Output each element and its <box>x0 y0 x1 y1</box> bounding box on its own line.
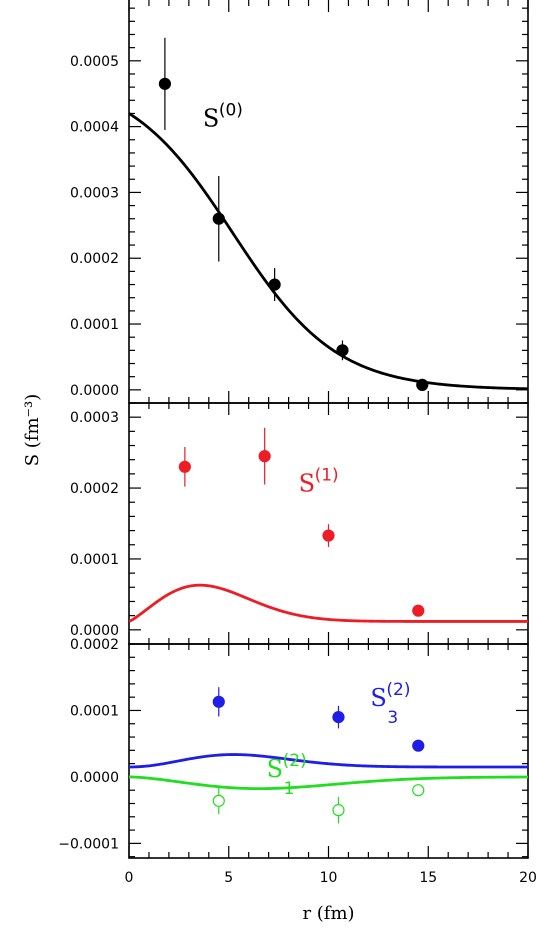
svg-text:(1): (1) <box>315 466 339 486</box>
svg-text:(0): (0) <box>219 101 243 121</box>
y-tick-label: 0.0003 <box>70 185 119 201</box>
y-tick-label: 0.0002 <box>70 481 119 497</box>
y-tick-label: 0.0002 <box>70 251 119 267</box>
fit-curve <box>129 583 528 623</box>
panel-middle: 0.0000 0.0001 0.0002 0.0003 S (1) <box>70 402 529 645</box>
data-point <box>212 212 225 225</box>
svg-text:(2): (2) <box>386 680 410 700</box>
y-tick-label: 0.0005 <box>70 54 119 70</box>
svg-text:1: 1 <box>284 779 295 799</box>
panel-frame <box>128 0 529 404</box>
data-point <box>412 604 425 617</box>
data-point <box>336 344 349 357</box>
x-tick-label: 20 <box>519 870 537 886</box>
data-point <box>178 460 191 473</box>
y-tick-label: 0.0001 <box>70 703 119 719</box>
y-tick-label: 0.0000 <box>70 623 119 639</box>
data-point <box>412 739 425 752</box>
data-point <box>212 794 225 807</box>
y-tick-label: 0.0000 <box>70 383 119 399</box>
x-axis-title: r (fm) <box>302 903 354 924</box>
svg-text:(2): (2) <box>283 751 307 771</box>
y-tick-label: 0.0001 <box>70 552 119 568</box>
data-point <box>416 378 429 392</box>
data-point <box>322 529 335 542</box>
series-label: S (2) 3 <box>370 680 410 728</box>
svg-text:S: S <box>370 684 386 712</box>
data-point <box>212 695 225 708</box>
y-tick-label: 0.0004 <box>70 120 119 136</box>
panel-frame <box>128 643 529 859</box>
data-point <box>412 784 425 797</box>
series-S(0): S (0) <box>129 37 528 392</box>
panel-top: 0.0000 0.0001 0.0002 0.0003 0.0004 0.0005 S (0) <box>70 0 529 404</box>
series-label: S (1) <box>299 466 339 498</box>
series-label: S (0) <box>203 101 243 133</box>
svg-text:S: S <box>267 755 283 783</box>
y-tick-label: 0.0003 <box>70 410 119 426</box>
x-tick-label: 5 <box>224 870 233 886</box>
y-axis-title: S (fm⁻³) <box>22 394 43 467</box>
y-tick-label: 0.0001 <box>70 317 119 333</box>
y-tick-label: 0.0002 <box>70 637 119 653</box>
data-point <box>332 711 345 724</box>
data-point <box>332 804 345 817</box>
svg-text:3: 3 <box>387 708 398 728</box>
svg-text:S: S <box>203 105 219 133</box>
series-S3(2): S (2)3 <box>129 680 528 769</box>
x-tick-label: 15 <box>419 870 437 886</box>
data-point <box>268 278 281 291</box>
svg-text:S: S <box>299 470 315 498</box>
fit-curve <box>129 753 528 769</box>
data-point <box>158 77 172 90</box>
data-point <box>258 450 271 463</box>
fit-curve <box>129 775 528 791</box>
series-S1(2): S (2) 1 <box>129 751 528 824</box>
y-tick-label: −0.0001 <box>58 836 119 852</box>
x-tick-label: 10 <box>320 870 338 886</box>
panel-frame <box>128 402 529 645</box>
x-tick-label: 0 <box>125 870 134 886</box>
series-S(1): S (1) <box>129 427 528 623</box>
fit-curve <box>129 112 528 391</box>
series-label: S (2) 1 <box>267 751 307 799</box>
y-tick-label: 0.0000 <box>70 770 119 786</box>
